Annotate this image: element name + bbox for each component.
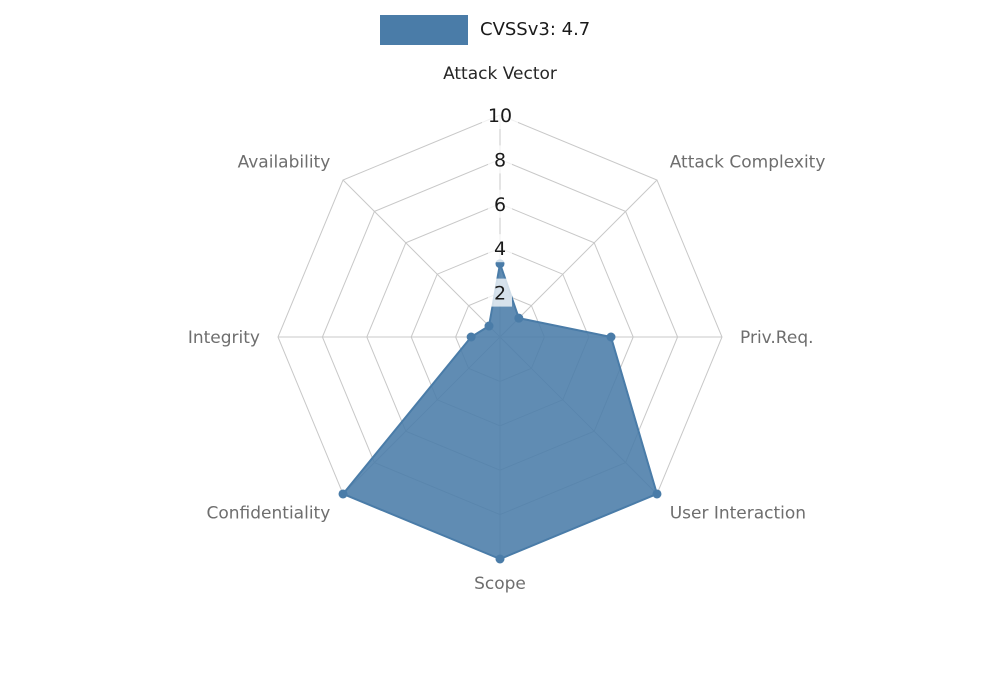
- legend-swatch: [380, 15, 468, 45]
- vertex-dot: [338, 489, 348, 499]
- axis-label: Scope: [474, 574, 526, 594]
- vertex-dot: [495, 554, 505, 564]
- axis-label: Attack Complexity: [670, 152, 826, 172]
- tick-label: 6: [494, 194, 506, 216]
- legend-label: CVSSv3: 4.7: [480, 19, 591, 40]
- tick-label: 10: [488, 105, 512, 127]
- vertex-dot: [652, 489, 662, 499]
- vertex-dot: [466, 332, 476, 342]
- vertex-dot: [484, 321, 494, 331]
- tick-label-box: [488, 278, 512, 307]
- tick-label-box: [482, 101, 518, 129]
- tick-label-box: [488, 234, 512, 263]
- axis-label: Integrity: [188, 328, 260, 348]
- grid-spoke: [499, 179, 658, 338]
- tick-label-box: [488, 145, 512, 174]
- tick-label: 2: [494, 283, 506, 305]
- tick-label-box: [488, 189, 512, 218]
- vertex-dot: [514, 313, 524, 323]
- legend: CVSSv3: 4.7: [380, 15, 590, 45]
- radar-series-polygon: [342, 262, 658, 560]
- vertex-dot: [606, 332, 616, 342]
- tick-label: 4: [494, 238, 506, 260]
- axis-label: Confidentiality: [207, 504, 331, 524]
- axis-label: Priv.Req.: [740, 328, 814, 348]
- axis-label: User Interaction: [670, 504, 806, 524]
- axis-label: Availability: [238, 152, 331, 172]
- tick-label: 8: [494, 149, 506, 171]
- axis-label: Attack Vector: [443, 64, 557, 84]
- grid-spoke: [342, 179, 501, 338]
